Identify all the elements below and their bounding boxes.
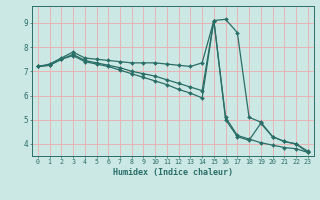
X-axis label: Humidex (Indice chaleur): Humidex (Indice chaleur) — [113, 168, 233, 177]
